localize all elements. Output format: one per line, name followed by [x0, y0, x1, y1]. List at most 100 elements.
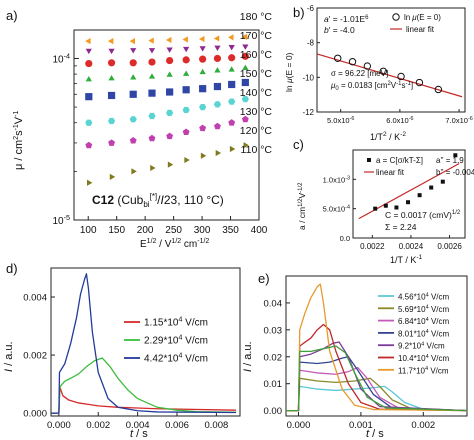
panel-b-sigma: σ = 96.22 [meV] [331, 69, 388, 78]
panel-a-point [182, 106, 190, 114]
panel-a-legend-label: 140 °C [240, 87, 273, 99]
panel-c-point [453, 153, 458, 158]
panel-e-y-tick-label: 0.02 [264, 352, 283, 363]
panel-a-y-tick-label: 10-5 [52, 213, 70, 227]
panel-e: e) 0.000 0.001 0.002 0.000.010.020.030.04 … [242, 271, 468, 440]
panel-a-point [85, 38, 91, 45]
panel-b-legend-fit: linear fit [406, 25, 435, 34]
panel-e-legend-label: 4.56*104 V/cm [398, 292, 450, 301]
panel-a-point [148, 37, 154, 44]
panel-c-fit-a: a'' = 1.9 [436, 156, 464, 165]
panel-d-y-tick-label: 0.002 [23, 351, 47, 362]
panel-a-point [166, 109, 174, 117]
panel-e-legend-label: 8.01*104 V/cm [398, 329, 450, 338]
panel-a-point [228, 98, 236, 105]
panel-e-frame [285, 275, 468, 417]
panel-a-y-ticks: 10-5 10-4 [52, 51, 79, 227]
panel-a-marks [85, 33, 249, 186]
panel-a-point [148, 112, 156, 120]
panel-b-x-tick-label: 5.0x10-6 [327, 116, 354, 125]
panel-b-point [415, 78, 424, 87]
panel-d-series-line [51, 357, 237, 414]
panel-a-x-tick-label: 300 [194, 225, 211, 236]
panel-c-y-tick-label: 0.0 [340, 234, 350, 243]
panel-b-y-tick-label: -8 [307, 39, 315, 48]
panel-a-point [85, 141, 93, 149]
panel-e-legend-label: 9.2*104 V/cm [398, 342, 445, 351]
panel-a-point [148, 134, 156, 142]
panel-e-x-tick-label: 0.002 [411, 420, 435, 431]
panel-a-x-tick-label: 250 [165, 225, 182, 236]
panel-a-point [215, 149, 222, 157]
panel-c-point [383, 203, 388, 208]
panel-b-fit-b: b' = -4.0 [324, 25, 355, 35]
panel-a-x-tick-label: 100 [80, 225, 97, 236]
panel-b-y-ticks: -12 -10 -8 -6 [302, 4, 320, 117]
panel-d-x-tick-label: 0.008 [204, 420, 228, 431]
panel-a-x-tick-label: 400 [251, 225, 268, 236]
panel-d-series-line [51, 273, 237, 414]
panel-d-legend: 1.15*104 V/cm 2.29*104 V/cm 4.42*104 V/cm [124, 317, 208, 365]
panel-b-fit-line [316, 53, 463, 98]
panel-c-y-tick-label: 5.0x10-4 [323, 205, 350, 214]
panel-e-series-line [286, 345, 468, 412]
panel-a-point [199, 55, 207, 63]
panel-a-y-tick-label: 10-4 [52, 51, 70, 65]
panel-b-legend-marker [392, 13, 400, 21]
panel-d-y-ticks: 0.000 0.002 0.004 [23, 293, 55, 420]
panel-a-point [148, 73, 156, 79]
panel-e-label: e) [258, 271, 270, 286]
panel-c-frame [352, 149, 466, 239]
panel-a-point [107, 91, 116, 100]
panel-c-y-tick-label: 1.0x10-3 [323, 175, 350, 184]
panel-a-point [148, 89, 156, 97]
panel-c-y-axis-title: a / cm1/2V-1/2 [297, 182, 307, 230]
panel-b-y-axis-title: ln μ(E = 0) [284, 52, 294, 92]
panel-a-point [129, 38, 135, 45]
panel-a-point [129, 59, 137, 67]
panel-a-legend-label: 160 °C [240, 49, 273, 61]
panel-a-point [199, 85, 207, 93]
panel-c-point [394, 205, 399, 210]
panel-a-label: a) [6, 8, 18, 23]
panel-a-point [166, 47, 173, 53]
panel-a-point [214, 122, 221, 130]
panel-d-legend-label: 1.15*104 V/cm [144, 317, 208, 329]
panel-e-y-tick-label: 0.00 [264, 406, 283, 417]
panel-a-x-tick-label: 200 [137, 225, 154, 236]
panel-e-x-axis-title: t / s [366, 428, 384, 440]
panel-e-legend-label: 5.69*104 V/cm [398, 305, 450, 314]
panel-b-point [348, 58, 357, 66]
panel-c-x-tick-label: 0.0024 [399, 242, 424, 251]
panel-b-fit-a: a' = -1.01E6 [324, 14, 369, 24]
panel-b-x-tick-label: 6.0x10-6 [386, 116, 413, 125]
panel-d-x-axis-title: t / s [130, 428, 148, 440]
panel-a-point [241, 78, 249, 87]
panel-c-x-ticks: 0.0022 0.0024 0.0026 [360, 235, 462, 251]
panel-e-legend-label: 6.84*104 V/cm [398, 317, 450, 326]
panel-a-point [85, 59, 93, 68]
panel-a-point [242, 64, 249, 71]
panel-e-legend-label: 10.4*104 V/cm [398, 354, 450, 363]
panel-e-marks [286, 283, 468, 412]
panel-e-legend: 4.56*104 V/cm 5.69*104 V/cm 6.84*104 V/cm 8… [378, 292, 450, 375]
panel-a-point [166, 36, 172, 44]
panel-a-point [108, 139, 115, 146]
panel-a-point [199, 46, 206, 52]
panel-a-point [182, 36, 188, 43]
panel-b-x-axis-title: 1/T2 / K-2 [370, 131, 406, 142]
panel-b-x-tick-label: 7.0x10-6 [445, 116, 472, 125]
panel-b-y-tick-label: -6 [307, 4, 315, 13]
panel-a-point [241, 52, 249, 60]
panel-a-point [85, 75, 92, 82]
panel-c-fit-b: b'' = -0.004 [436, 168, 474, 177]
panel-a-point [166, 71, 173, 77]
panel-c-label: c) [293, 137, 304, 152]
panel-a-point [183, 70, 190, 76]
panel-c-legend-a: a = C[σ/kT-Σ] [376, 156, 423, 165]
panel-a-point [85, 48, 92, 55]
panel-a-point [148, 48, 156, 54]
panel-a-point [213, 82, 222, 91]
panel-b-point [334, 54, 342, 62]
panel-a-legend-label: 180 °C [240, 11, 273, 23]
